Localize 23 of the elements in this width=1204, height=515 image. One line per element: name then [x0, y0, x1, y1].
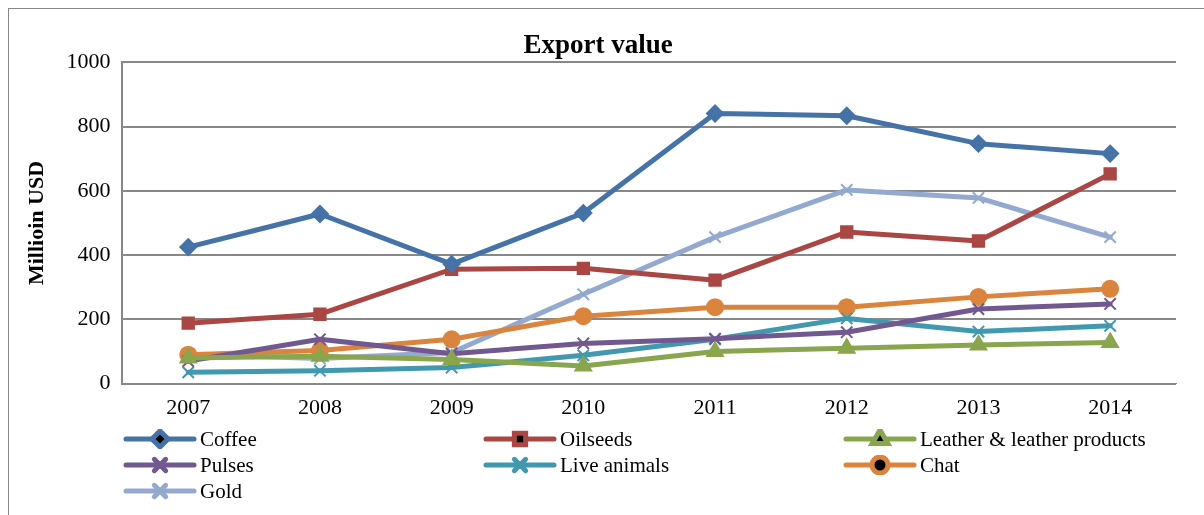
y-axis-title: Millioin USD: [22, 160, 48, 286]
legend-label: Leather & leather products: [920, 426, 1146, 452]
x-tick-label: 2011: [693, 393, 737, 419]
legend-label: Gold: [200, 478, 242, 504]
x-tick-label: 2013: [956, 393, 1001, 419]
legend-label: Coffee: [200, 426, 257, 452]
y-tick-label: 400: [77, 240, 111, 266]
legend-label: Chat: [920, 452, 960, 478]
x-tick-label: 2014: [1088, 393, 1133, 419]
y-tick-label: 1000: [66, 48, 111, 74]
legend-label: Live animals: [560, 452, 670, 478]
y-tick-label: 800: [77, 112, 111, 138]
y-tick-label: 0: [99, 369, 111, 395]
y-tick-label: 200: [77, 305, 111, 331]
x-tick-label: 2012: [824, 393, 869, 419]
legend-label: Pulses: [200, 452, 254, 478]
y-tick-label: 600: [77, 176, 111, 202]
x-tick-label: 2010: [561, 393, 606, 419]
x-tick-label: 2008: [297, 393, 342, 419]
x-tick-label: 2007: [166, 393, 211, 419]
legend-label: Oilseeds: [560, 426, 633, 452]
chart-title: Export value: [523, 29, 673, 60]
x-tick-label: 2009: [429, 393, 474, 419]
